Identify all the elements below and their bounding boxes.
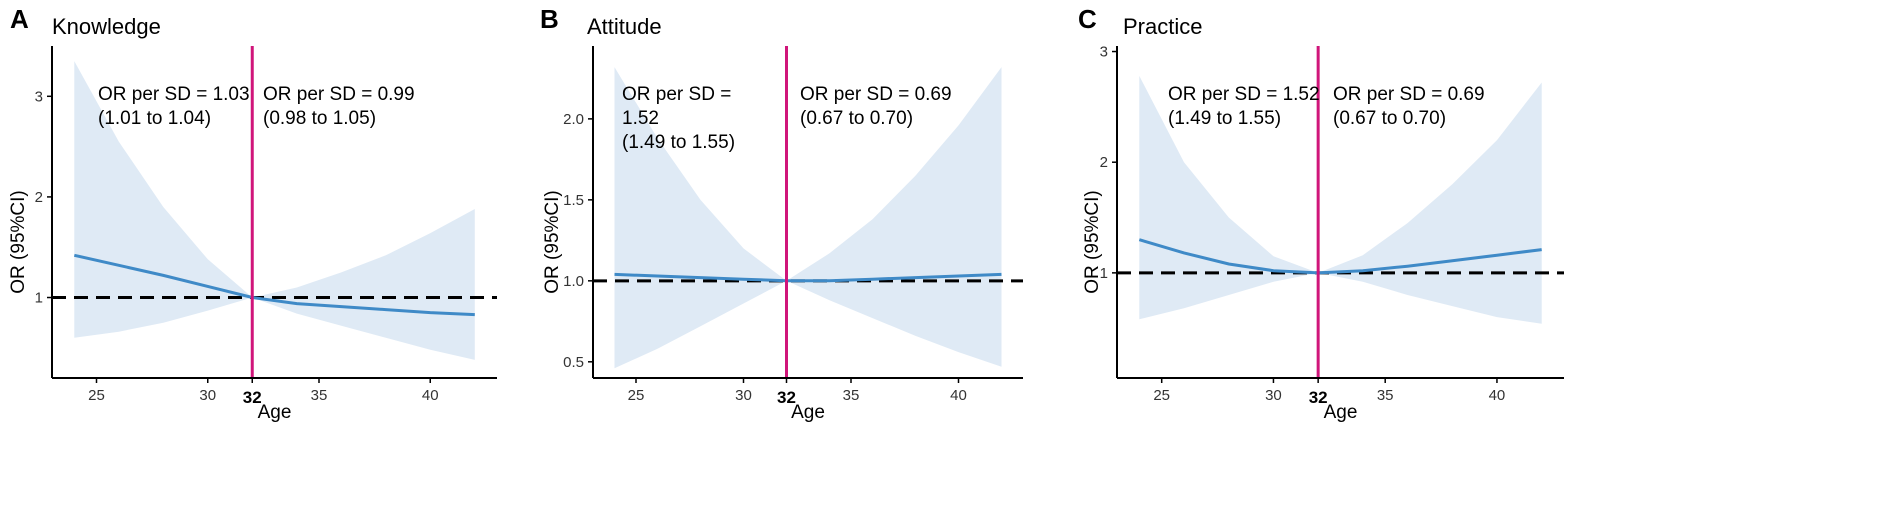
- x-tick-label: 25: [1153, 387, 1170, 404]
- annotation-right-line: OR per SD = 0.69: [800, 84, 952, 105]
- annotation-right-line: OR per SD = 0.69: [1333, 84, 1485, 105]
- ci-band: [614, 67, 1002, 369]
- annotation-right-line: (0.98 to 1.05): [263, 108, 376, 129]
- y-tick-label: 2: [1100, 154, 1108, 171]
- x-tick-label: 35: [311, 387, 328, 404]
- ci-band: [74, 61, 475, 360]
- x-tick-label: 40: [422, 387, 439, 404]
- annotation-left-line: (1.01 to 1.04): [98, 108, 211, 129]
- x-axis-label: Age: [258, 402, 292, 423]
- y-tick-label: 0.5: [563, 354, 584, 371]
- x-tick-label: 35: [843, 387, 860, 404]
- annotation-left-line: OR per SD = 1.52: [1168, 84, 1320, 105]
- y-axis-label: OR (95%CI): [542, 190, 563, 293]
- annotation-left-line: 1.52: [622, 108, 659, 129]
- cutoff-tick-label: 32: [777, 388, 796, 407]
- panel-title: Attitude: [587, 14, 662, 39]
- y-tick-label: 2: [35, 189, 43, 206]
- annotation-left-line: (1.49 to 1.55): [1168, 108, 1281, 129]
- annotation-left-line: (1.49 to 1.55): [622, 132, 735, 153]
- y-tick-label: 1.0: [563, 273, 584, 290]
- x-tick-label: 40: [950, 387, 967, 404]
- cutoff-tick-label: 32: [1309, 388, 1328, 407]
- y-tick-label: 3: [35, 88, 43, 105]
- estimate-line: [73, 253, 475, 317]
- y-tick-label: 1.5: [563, 192, 584, 209]
- x-tick-label: 25: [88, 387, 105, 404]
- estimate-line: [614, 272, 1002, 283]
- y-axis-label: OR (95%CI): [8, 190, 29, 293]
- x-axis-label: Age: [791, 402, 825, 423]
- x-tick-label: 25: [628, 387, 645, 404]
- y-tick-label: 1: [35, 290, 43, 307]
- x-tick-label: 40: [1489, 387, 1506, 404]
- panel-title: Practice: [1123, 14, 1202, 39]
- x-axis-label: Age: [1324, 402, 1358, 423]
- x-tick-label: 35: [1377, 387, 1394, 404]
- annotation-left-line: OR per SD = 1.03: [98, 84, 250, 105]
- x-tick-label: 30: [735, 387, 752, 404]
- x-tick-label: 30: [1265, 387, 1282, 404]
- annotation-right-line: OR per SD = 0.99: [263, 84, 415, 105]
- annotation-right-line: (0.67 to 0.70): [800, 108, 913, 129]
- panel-letter: C: [1078, 4, 1097, 34]
- x-tick-label: 30: [199, 387, 216, 404]
- panel-letter: A: [10, 4, 29, 34]
- estimate-line: [1138, 238, 1542, 275]
- panel-letter: B: [540, 4, 559, 34]
- y-tick-label: 1: [1100, 265, 1108, 282]
- y-axis-label: OR (95%CI): [1082, 190, 1103, 293]
- y-tick-label: 3: [1100, 44, 1108, 61]
- annotation-right-line: (0.67 to 0.70): [1333, 108, 1446, 129]
- annotation-left-line: OR per SD =: [622, 84, 731, 105]
- panel-title: Knowledge: [52, 14, 161, 39]
- cutoff-tick-label: 32: [243, 388, 262, 407]
- y-tick-label: 2.0: [563, 111, 584, 128]
